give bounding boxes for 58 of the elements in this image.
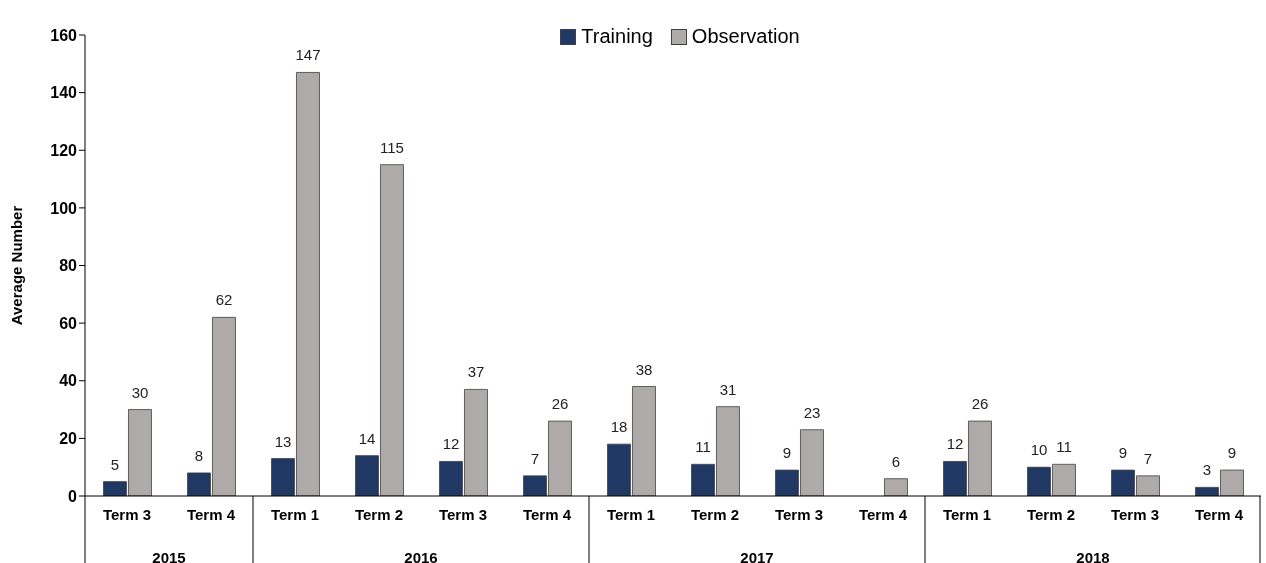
x-tick-label: Term 4 [186,506,236,523]
x-tick-label: Term 3 [438,506,488,523]
text: 2017 [740,549,774,563]
data-label: 5 [110,455,120,473]
data-label: 30 [131,383,149,401]
text: 2015 [152,549,186,563]
legend-label: Observation [690,25,800,48]
x-tick-label: Term 3 [102,506,152,523]
y-tick-label: 80 [59,257,78,275]
data-label: 115 [380,138,404,156]
data-label: 7 [530,449,540,467]
y-tick-label: 40 [59,372,78,390]
data-label: 26 [971,395,989,413]
bar [884,478,908,496]
y-tick-label: 100 [50,199,78,217]
data-label: 9 [1118,444,1128,462]
y-tick-label: 60 [59,314,78,332]
y-axis-title: Average Number [8,205,26,326]
x-tick-label: Term 2 [354,506,404,523]
data-label: 147 [295,46,321,64]
data-label: 9 [1227,444,1237,462]
x-tick-label: Term 4 [522,506,572,523]
y-tick-label: 20 [59,430,78,448]
x-tick-label: Term 1 [942,506,992,523]
text: 2018 [1076,549,1110,563]
x-tick-label: Term 4 [858,506,908,523]
x-tick-label: Term 2 [690,506,740,523]
data-label: 10 [1030,441,1048,459]
x-tick-label: Term 3 [1110,506,1160,523]
data-label: 13 [274,432,292,450]
y-tick-label: 0 [68,487,78,505]
y-tick-label: 120 [50,141,78,159]
data-label: 11 [695,438,711,456]
data-label: 14 [358,429,376,447]
data-label: 62 [215,291,233,309]
legend-label: Training [580,25,653,48]
x-tick-label: Term 4 [1194,506,1244,523]
x-tick-label: Term 3 [774,506,824,523]
text: 2016 [404,549,438,563]
data-label: 12 [442,435,460,453]
data-label: 8 [194,446,204,464]
data-label: 9 [782,444,792,462]
x-tick-label: Term 2 [1026,506,1076,523]
data-label: 31 [719,380,737,398]
x-tick-label: Term 1 [270,506,320,523]
data-label: 11 [1056,438,1072,456]
data-label: 37 [467,363,485,381]
y-tick-label: 160 [50,26,78,44]
data-label: 12 [946,435,964,453]
data-label: 26 [551,395,569,413]
data-label: 38 [635,360,653,378]
x-tick-label: Term 1 [606,506,656,523]
data-label: 3 [1202,461,1212,479]
data-label: 6 [891,452,901,470]
data-label: 7 [1143,449,1153,467]
y-tick-label: 140 [50,84,78,102]
data-label: 18 [610,418,628,436]
data-label: 23 [803,403,821,421]
